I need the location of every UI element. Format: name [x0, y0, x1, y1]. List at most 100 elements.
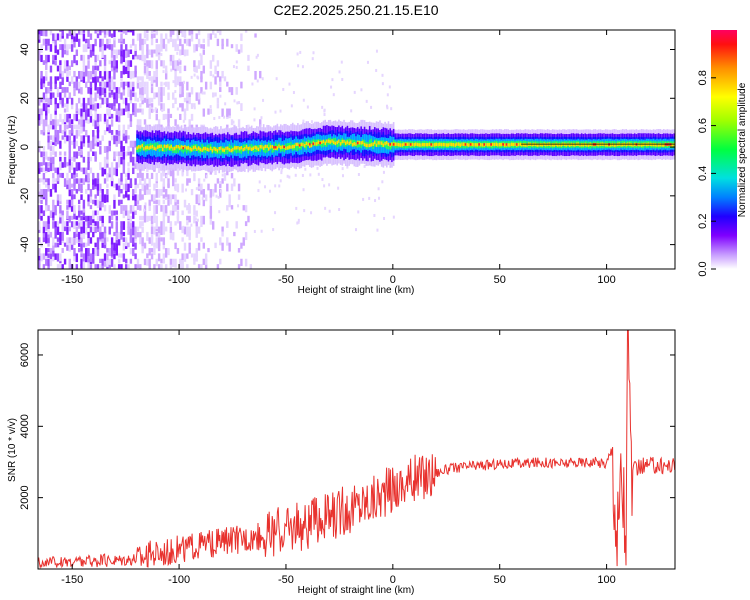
spectrogram-cell: [42, 146, 46, 151]
spectrogram-cell: [148, 113, 151, 120]
spectrogram-cell: [61, 49, 64, 58]
spectrogram-cell: [124, 264, 128, 269]
spectrogram-cell: [106, 253, 109, 261]
spectrogram-cell: [110, 44, 114, 51]
spectrogram-cell: [122, 253, 126, 262]
spectrogram-cell: [427, 143, 429, 147]
spectrogram-cell: [312, 51, 315, 55]
spectrogram-cell: [197, 264, 201, 269]
spectrogram-cell: [92, 253, 95, 261]
spectrogram-cell: [129, 178, 133, 187]
spectrogram-cell: [99, 194, 102, 202]
spectrogram-cell: [45, 108, 48, 116]
spectrogram-cell: [68, 129, 71, 135]
spectrogram-cell: [161, 170, 164, 174]
spectrogram-cell: [75, 162, 79, 172]
spectrogram-cell: [80, 215, 83, 221]
spectrogram-cell: [63, 156, 67, 165]
spectrogram-cell: [256, 146, 258, 150]
spectrogram-cell: [52, 221, 55, 229]
spectrogram-cell: [49, 253, 53, 260]
spectrogram-cell: [221, 148, 224, 152]
spectrogram-cell: [172, 210, 175, 216]
spectrogram-cell: [115, 129, 118, 135]
spectrogram-cell: [200, 215, 203, 223]
spectrogram-cell: [52, 38, 55, 44]
spectrogram-cell: [103, 253, 107, 261]
spectrogram-cell: [70, 172, 74, 179]
spectrogram-cell: [54, 119, 57, 127]
spectrogram-cell: [355, 228, 358, 232]
spectrogram-cell: [87, 253, 90, 263]
spectrogram-cell: [115, 248, 118, 256]
spectrogram-cell: [148, 258, 151, 267]
spectrogram-cell: [167, 167, 170, 175]
spectrogram-cell: [117, 92, 121, 99]
spectrogram-cell: [202, 38, 205, 43]
spectrogram-cell: [136, 194, 140, 201]
spectrogram-cell: [73, 167, 76, 175]
spectrogram-cell: [87, 38, 90, 48]
spectrogram-cell: [61, 210, 64, 216]
spectrogram-cell: [68, 162, 71, 170]
spectrogram-cell: [174, 119, 177, 126]
spectrogram-cell: [85, 253, 88, 263]
spectrogram-cell: [237, 264, 241, 269]
spectrogram-cell: [139, 231, 142, 238]
spectrogram-cell: [240, 147, 243, 154]
spectrogram-cell: [122, 49, 126, 58]
spectrogram-cell: [197, 194, 201, 204]
spectrogram-cell: [45, 237, 48, 244]
spectrogram-cell: [550, 143, 552, 147]
spectrogram-cell: [96, 119, 100, 127]
spectrogram-cell: [474, 143, 477, 147]
spectrogram-cell: [146, 215, 149, 223]
spectrogram-cell: [348, 141, 350, 146]
spectrogram-cell: [195, 226, 198, 234]
spectrogram-cell: [77, 146, 81, 151]
spectrogram-cell: [153, 92, 156, 100]
spectrogram-cell: [290, 104, 293, 108]
spectrogram-cell: [323, 108, 326, 112]
spectrogram-cell: [122, 38, 126, 44]
spectrogram-cell: [82, 199, 86, 209]
spectrogram-cell: [66, 226, 69, 235]
spectrogram-cell: [110, 92, 114, 98]
spectrogram-cell: [158, 144, 161, 152]
spectrogram-cell: [96, 103, 100, 109]
spectrogram-cell: [177, 145, 179, 153]
spectrogram-cell: [42, 76, 46, 84]
spectrogram-cell: [115, 65, 118, 73]
spectrogram-cell: [87, 215, 90, 222]
spectrogram-cell: [134, 231, 137, 239]
spectrogram-cell: [49, 92, 53, 100]
spectrogram-cell: [99, 189, 102, 194]
spectrogram-cell: [85, 221, 88, 226]
spectrogram-cell: [45, 92, 48, 98]
spectrogram-cell: [190, 113, 194, 121]
spectrogram-cell: [295, 142, 297, 147]
spectrogram-cell: [143, 242, 147, 249]
spectrogram-cell: [242, 237, 245, 246]
spectrogram-cell: [45, 60, 48, 69]
spectrogram-cell: [82, 264, 86, 269]
spectrogram-cell: [113, 151, 116, 160]
spectrogram-cell: [120, 172, 123, 182]
spectrogram-cell: [38, 264, 41, 269]
spectrogram-cell: [553, 143, 556, 147]
spectrogram-cell: [124, 65, 128, 75]
spectrogram-cell: [85, 242, 88, 247]
spectrogram-cell: [164, 253, 168, 258]
spectrogram-cell: [146, 65, 149, 71]
spectrogram-cell: [89, 70, 93, 80]
snr-x-tick-label: -50: [278, 574, 294, 586]
spectrogram-cell: [425, 142, 427, 147]
spectrogram-cell: [172, 30, 175, 35]
spectrogram-cell: [237, 49, 241, 54]
spectrogram-cell: [99, 226, 102, 233]
spectrogram-cell: [468, 143, 470, 147]
spectrogram-cell: [132, 237, 135, 245]
spectrogram-cell: [115, 183, 118, 191]
spectrogram-cell: [120, 140, 123, 149]
spectrogram-cell: [136, 264, 140, 269]
